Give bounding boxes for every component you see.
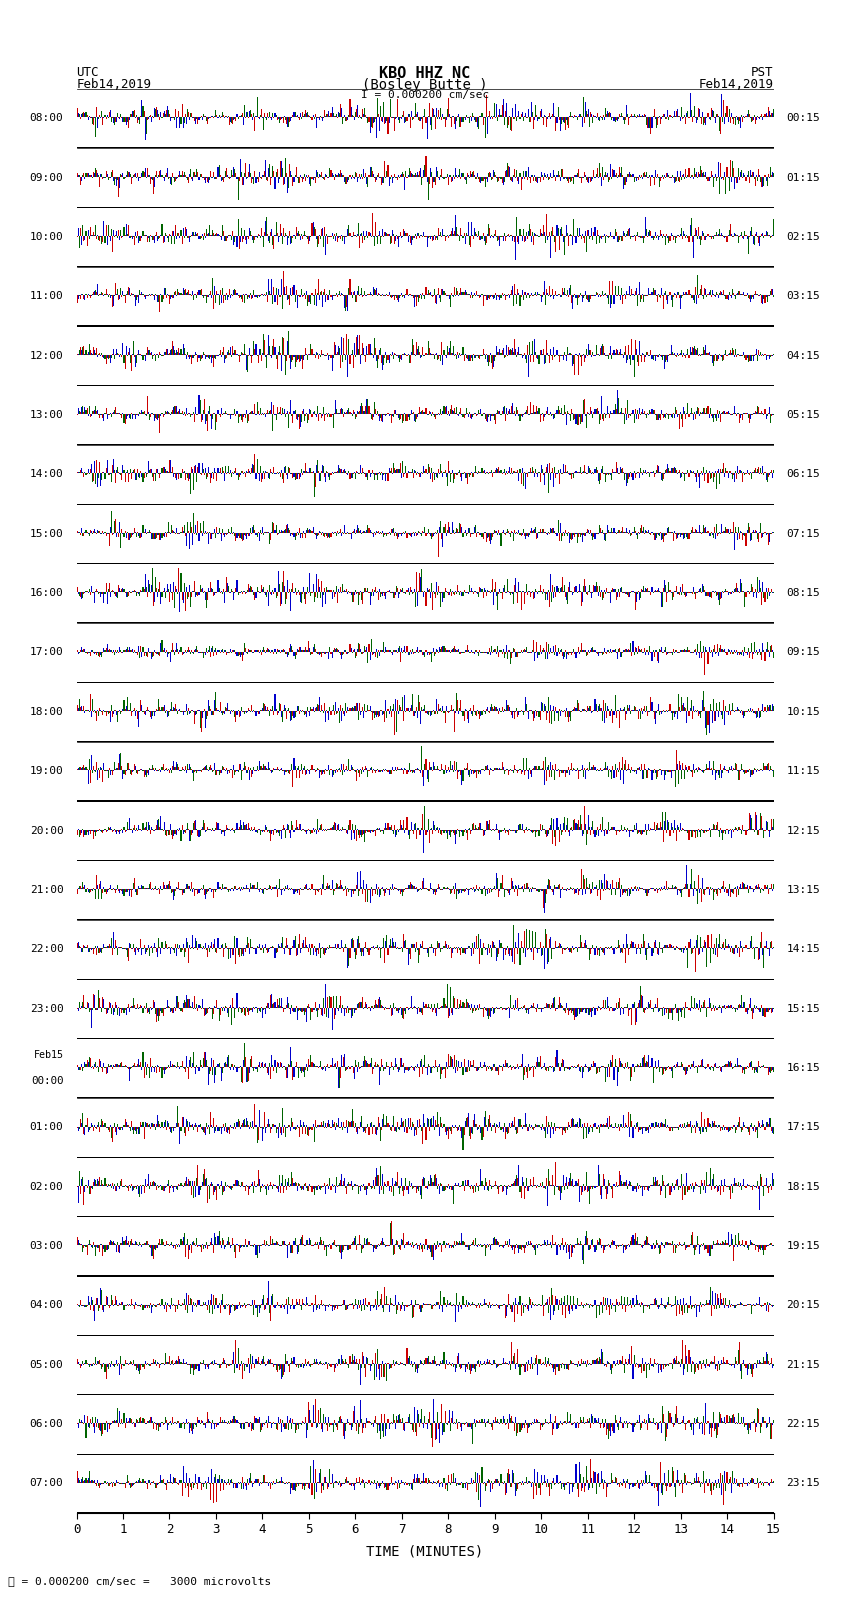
Text: (Bosley Butte ): (Bosley Butte ) <box>362 77 488 92</box>
Text: 13:00: 13:00 <box>30 410 64 419</box>
Text: 01:15: 01:15 <box>786 173 820 182</box>
Text: 02:00: 02:00 <box>30 1182 64 1192</box>
Text: 10:15: 10:15 <box>786 706 820 716</box>
Text: 07:00: 07:00 <box>30 1479 64 1489</box>
Text: 08:00: 08:00 <box>30 113 64 123</box>
Text: 13:15: 13:15 <box>786 886 820 895</box>
Text: 00:00: 00:00 <box>31 1076 64 1086</box>
Text: 06:15: 06:15 <box>786 469 820 479</box>
Text: 12:00: 12:00 <box>30 350 64 361</box>
Text: 07:15: 07:15 <box>786 529 820 539</box>
Text: 23:00: 23:00 <box>30 1003 64 1013</box>
Text: 03:15: 03:15 <box>786 292 820 302</box>
Text: 22:15: 22:15 <box>786 1419 820 1429</box>
Text: 20:15: 20:15 <box>786 1300 820 1310</box>
Text: 03:00: 03:00 <box>30 1240 64 1252</box>
Text: 09:15: 09:15 <box>786 647 820 658</box>
Text: UTC: UTC <box>76 66 99 79</box>
Text: 21:00: 21:00 <box>30 886 64 895</box>
Text: Feb15: Feb15 <box>33 1050 64 1060</box>
Text: 16:00: 16:00 <box>30 589 64 598</box>
Text: 11:00: 11:00 <box>30 292 64 302</box>
Text: 22:00: 22:00 <box>30 944 64 955</box>
Text: KBO HHZ NC: KBO HHZ NC <box>379 66 471 81</box>
Text: 16:15: 16:15 <box>786 1063 820 1073</box>
Text: 20:00: 20:00 <box>30 826 64 836</box>
Text: 04:00: 04:00 <box>30 1300 64 1310</box>
Text: 14:00: 14:00 <box>30 469 64 479</box>
Text: PST: PST <box>751 66 774 79</box>
Text: 12:15: 12:15 <box>786 826 820 836</box>
Text: 17:15: 17:15 <box>786 1123 820 1132</box>
Text: 14:15: 14:15 <box>786 944 820 955</box>
Text: 19:15: 19:15 <box>786 1240 820 1252</box>
Text: 11:15: 11:15 <box>786 766 820 776</box>
Text: 01:00: 01:00 <box>30 1123 64 1132</box>
Text: 15:00: 15:00 <box>30 529 64 539</box>
Text: 15:15: 15:15 <box>786 1003 820 1013</box>
Text: 00:15: 00:15 <box>786 113 820 123</box>
Text: 02:15: 02:15 <box>786 232 820 242</box>
Text: 06:00: 06:00 <box>30 1419 64 1429</box>
Text: 08:15: 08:15 <box>786 589 820 598</box>
Text: 21:15: 21:15 <box>786 1360 820 1369</box>
Text: 05:15: 05:15 <box>786 410 820 419</box>
Text: ⎯ = 0.000200 cm/sec =   3000 microvolts: ⎯ = 0.000200 cm/sec = 3000 microvolts <box>8 1576 272 1586</box>
Text: 10:00: 10:00 <box>30 232 64 242</box>
Text: 17:00: 17:00 <box>30 647 64 658</box>
Text: 18:15: 18:15 <box>786 1182 820 1192</box>
Text: 05:00: 05:00 <box>30 1360 64 1369</box>
Text: Feb14,2019: Feb14,2019 <box>699 77 774 92</box>
X-axis label: TIME (MINUTES): TIME (MINUTES) <box>366 1545 484 1558</box>
Text: 19:00: 19:00 <box>30 766 64 776</box>
Text: 23:15: 23:15 <box>786 1479 820 1489</box>
Text: 18:00: 18:00 <box>30 706 64 716</box>
Text: 09:00: 09:00 <box>30 173 64 182</box>
Text: 04:15: 04:15 <box>786 350 820 361</box>
Text: Feb14,2019: Feb14,2019 <box>76 77 151 92</box>
Text: I = 0.000200 cm/sec: I = 0.000200 cm/sec <box>361 90 489 100</box>
